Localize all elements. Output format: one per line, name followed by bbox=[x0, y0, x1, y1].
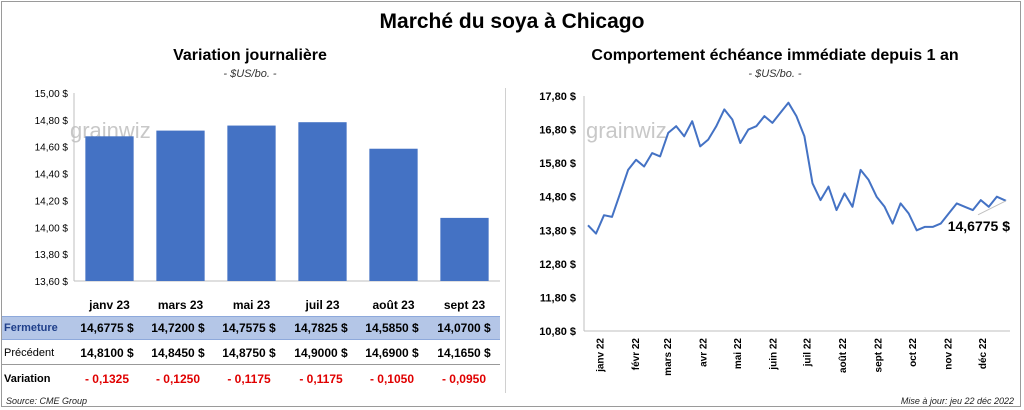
bar bbox=[156, 130, 205, 281]
x-tick-label: juil 23 bbox=[304, 298, 339, 312]
y-tick-label: 14,60 $ bbox=[35, 143, 69, 154]
x-tick-label: janv 22 bbox=[595, 338, 606, 373]
x-tick-label: janv 23 bbox=[88, 298, 130, 312]
y-tick-label: 11,80 $ bbox=[540, 292, 576, 304]
x-tick-label: sept 22 bbox=[874, 338, 885, 373]
update-note: Mise à jour: jeu 22 déc 2022 bbox=[900, 396, 1014, 406]
panel-divider bbox=[505, 88, 506, 393]
x-tick-label: mai 23 bbox=[233, 298, 271, 312]
price-line bbox=[587, 101, 1007, 235]
table-cell: 14,7825 $ bbox=[294, 321, 348, 335]
x-tick-label: févr 22 bbox=[631, 338, 642, 371]
x-tick-label: mars 22 bbox=[663, 338, 674, 376]
bar-chart-unit: - $US/bo. - bbox=[223, 68, 277, 80]
table-cell: 14,9000 $ bbox=[294, 346, 348, 360]
last-value-label: 14,6775 $ bbox=[948, 218, 1010, 234]
page-title: Marché du soya à Chicago bbox=[379, 10, 645, 33]
table-cell: 14,6775 $ bbox=[80, 321, 134, 335]
x-tick-label: avr 22 bbox=[699, 338, 710, 367]
y-tick-label: 10,80 $ bbox=[539, 326, 576, 338]
x-tick-label: mai 22 bbox=[733, 338, 744, 370]
table-cell: - 0,1325 bbox=[84, 372, 130, 386]
line-chart: grainwiz 10,80 $ 11,80 $ 12,80 $ 13,80 $ 14,8… bbox=[539, 91, 1010, 376]
table-cell: 14,0700 $ bbox=[437, 321, 491, 335]
y-tick-label: 17,80 $ bbox=[539, 91, 576, 103]
table-cell: - 0,1175 bbox=[227, 372, 271, 386]
table-cell: 14,8100 $ bbox=[80, 346, 134, 360]
x-tick-label: nov 22 bbox=[944, 338, 955, 370]
table-cell: 14,7200 $ bbox=[151, 321, 205, 335]
y-tick-label: 13,80 $ bbox=[539, 225, 576, 237]
y-tick-label: 13,60 $ bbox=[35, 277, 69, 288]
y-tick-label: 15,80 $ bbox=[539, 158, 576, 170]
watermark: grainwiz bbox=[586, 118, 667, 143]
y-tick-label: 14,80 $ bbox=[539, 192, 576, 204]
line-chart-unit: - $US/bo. - bbox=[748, 68, 802, 80]
table-cell: - 0,1050 bbox=[369, 372, 415, 386]
y-tick-label: 16,80 $ bbox=[539, 125, 576, 137]
table-row-precedent: Précédent 14,8100 $ 14,8450 $ 14,8750 $ … bbox=[2, 342, 500, 365]
line-chart-title: Comportement échéance immédiate depuis 1… bbox=[591, 47, 959, 64]
y-tick-label: 12,80 $ bbox=[539, 259, 576, 271]
table-cell: 14,8750 $ bbox=[222, 346, 276, 360]
table-row-label: Précédent bbox=[4, 347, 55, 359]
bar bbox=[369, 148, 418, 281]
x-tick-label: oct 22 bbox=[908, 338, 919, 367]
y-tick-label: 14,40 $ bbox=[35, 170, 69, 181]
table-cell: - 0,1175 bbox=[299, 372, 343, 386]
table-cell: - 0,1250 bbox=[155, 372, 201, 386]
table-row-label: Variation bbox=[4, 373, 51, 385]
table-cell: 14,8450 $ bbox=[151, 346, 205, 360]
source-note: Source: CME Group bbox=[6, 396, 88, 406]
bar-chart-title: Variation journalière bbox=[173, 47, 327, 64]
bar bbox=[440, 217, 489, 281]
bar bbox=[85, 136, 134, 281]
x-tick-label: sept 23 bbox=[444, 298, 486, 312]
table-cell: - 0,0950 bbox=[441, 372, 487, 386]
table-cell: 14,5850 $ bbox=[365, 321, 419, 335]
x-tick-label: août 23 bbox=[372, 298, 414, 312]
table-row-label: Fermeture bbox=[4, 322, 58, 334]
table-cell: 14,1650 $ bbox=[437, 346, 491, 360]
table-cell: 14,6900 $ bbox=[365, 346, 419, 360]
x-tick-label: août 22 bbox=[838, 338, 849, 373]
x-tick-label: juin 22 bbox=[768, 338, 779, 371]
table-cell: 14,7575 $ bbox=[222, 321, 276, 335]
y-tick-label: 14,20 $ bbox=[35, 196, 69, 207]
y-tick-label: 13,80 $ bbox=[35, 250, 69, 261]
y-tick-label: 14,00 $ bbox=[35, 223, 69, 234]
y-tick-label: 15,00 $ bbox=[35, 89, 69, 100]
x-tick-label: mars 23 bbox=[158, 298, 204, 312]
table-row-variation: Variation - 0,1325 - 0,1250 - 0,1175 - 0… bbox=[2, 368, 500, 390]
bar bbox=[227, 125, 276, 281]
callout-line bbox=[977, 200, 1007, 216]
bar bbox=[298, 122, 347, 281]
x-tick-label: déc 22 bbox=[978, 338, 989, 370]
x-tick-label: juil 22 bbox=[803, 338, 814, 368]
table-row-fermeture: Fermeture 14,6775 $ 14,7200 $ 14,7575 $ … bbox=[2, 316, 500, 340]
y-tick-label: 14,80 $ bbox=[35, 116, 69, 127]
